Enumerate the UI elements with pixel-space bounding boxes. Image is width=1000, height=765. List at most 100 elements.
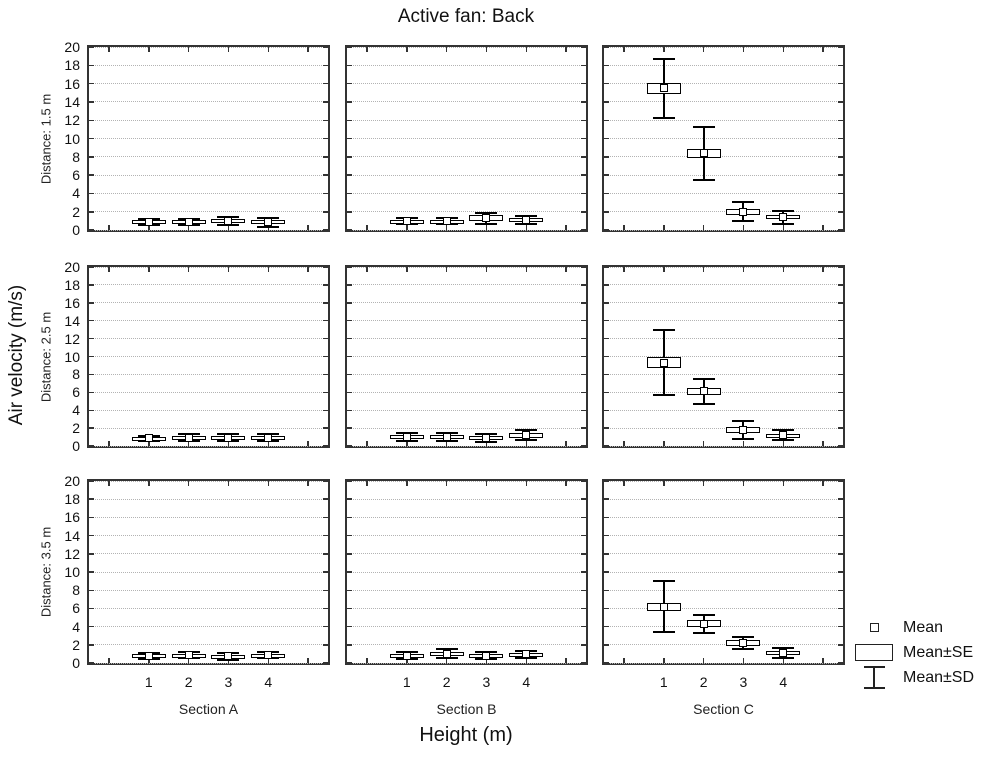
gridline [604, 266, 843, 268]
x-tick [822, 481, 824, 486]
y-tick [323, 553, 328, 555]
x-tick [663, 481, 665, 486]
y-tick [581, 373, 586, 376]
gridline [89, 427, 328, 429]
x-tick [565, 658, 567, 663]
y-tick [581, 156, 586, 158]
x-tick [702, 441, 705, 446]
sd-whisker-cap-bottom [692, 632, 715, 634]
y-tick [347, 373, 352, 376]
y-tick-label: 2 [72, 203, 80, 220]
x-tick [187, 658, 190, 663]
x-tick [782, 47, 784, 52]
x-tick [366, 267, 368, 272]
gridline [604, 409, 843, 411]
x-tick [663, 225, 665, 230]
sd-whisker-cap-top [515, 214, 538, 217]
panel-r2c2 [345, 265, 588, 448]
sd-whisker-cap-bottom [475, 222, 498, 225]
gridline [89, 356, 328, 357]
y-tick [89, 101, 94, 103]
x-tick [267, 658, 269, 663]
y-tick [604, 625, 609, 628]
x-tick [445, 658, 448, 663]
y-tick [323, 82, 328, 85]
y-tick [581, 101, 586, 103]
gridline [347, 391, 586, 393]
gridline [89, 373, 328, 375]
sd-whisker-cap-top [692, 378, 715, 381]
gridline [604, 480, 843, 482]
y-tick-label: 6 [72, 167, 80, 184]
y-tick [581, 119, 586, 121]
y-tick [89, 480, 94, 482]
gridline [347, 83, 586, 85]
y-tick [604, 571, 609, 573]
y-tick [838, 302, 843, 304]
y-tick [838, 284, 843, 286]
x-tick [623, 225, 625, 230]
panel-r2c3 [602, 265, 845, 448]
x-tick [623, 47, 625, 52]
y-tick [323, 516, 328, 519]
x-tick [623, 267, 625, 272]
x-tick [108, 481, 110, 486]
x-tick [822, 47, 824, 52]
gridline [347, 662, 586, 664]
y-tick [604, 137, 609, 140]
y-tick [581, 391, 586, 393]
mean-marker [659, 602, 668, 611]
y-tick [581, 82, 586, 85]
mean-marker [224, 433, 233, 442]
x-tick [406, 47, 408, 52]
gridline [89, 644, 328, 646]
y-tick [604, 156, 609, 158]
x-tick [663, 267, 665, 272]
gridline [604, 284, 843, 286]
sd-whisker-cap-bottom [257, 225, 280, 228]
sd-whisker-cap-bottom [732, 220, 755, 223]
legend: Mean Mean±SE Mean±SD [845, 615, 974, 690]
gridline [347, 211, 586, 213]
x-tick [485, 225, 488, 230]
x-tick [406, 658, 408, 663]
y-tick [347, 46, 352, 48]
x-tick [742, 658, 745, 663]
y-tick [347, 409, 352, 411]
sd-whisker-cap-top [772, 209, 795, 212]
y-tick-label: 12 [64, 112, 80, 129]
y-tick [838, 480, 843, 482]
y-tick [89, 662, 94, 664]
gridline [604, 644, 843, 646]
y-tick-label: 18 [64, 276, 80, 293]
y-tick [581, 337, 586, 340]
sd-whisker-cap-top [732, 201, 755, 204]
gridline [89, 119, 328, 121]
gridline [604, 662, 843, 664]
x-tick [525, 658, 527, 663]
mean-marker [442, 432, 451, 441]
y-tick [581, 662, 586, 664]
legend-label: Mean±SE [903, 643, 974, 661]
x-tick [565, 47, 567, 52]
mean-marker [224, 216, 233, 225]
x-tick [485, 481, 488, 486]
x-tick [565, 267, 567, 272]
y-tick-label: 18 [64, 57, 80, 74]
y-tick [89, 498, 94, 500]
y-tick [581, 302, 586, 304]
y-tick [347, 427, 352, 429]
gridline [347, 338, 586, 340]
x-tick [445, 267, 448, 272]
sd-whisker-cap-bottom [435, 439, 458, 442]
x-tick-label: 2 [184, 674, 193, 690]
y-tick [347, 625, 352, 628]
y-tick [838, 534, 843, 537]
y-tick [604, 373, 609, 376]
x-tick [267, 481, 269, 486]
y-tick [323, 589, 328, 591]
gridline [347, 64, 586, 66]
x-tick [227, 225, 230, 230]
y-tick [323, 480, 328, 482]
mean-marker [779, 649, 788, 657]
